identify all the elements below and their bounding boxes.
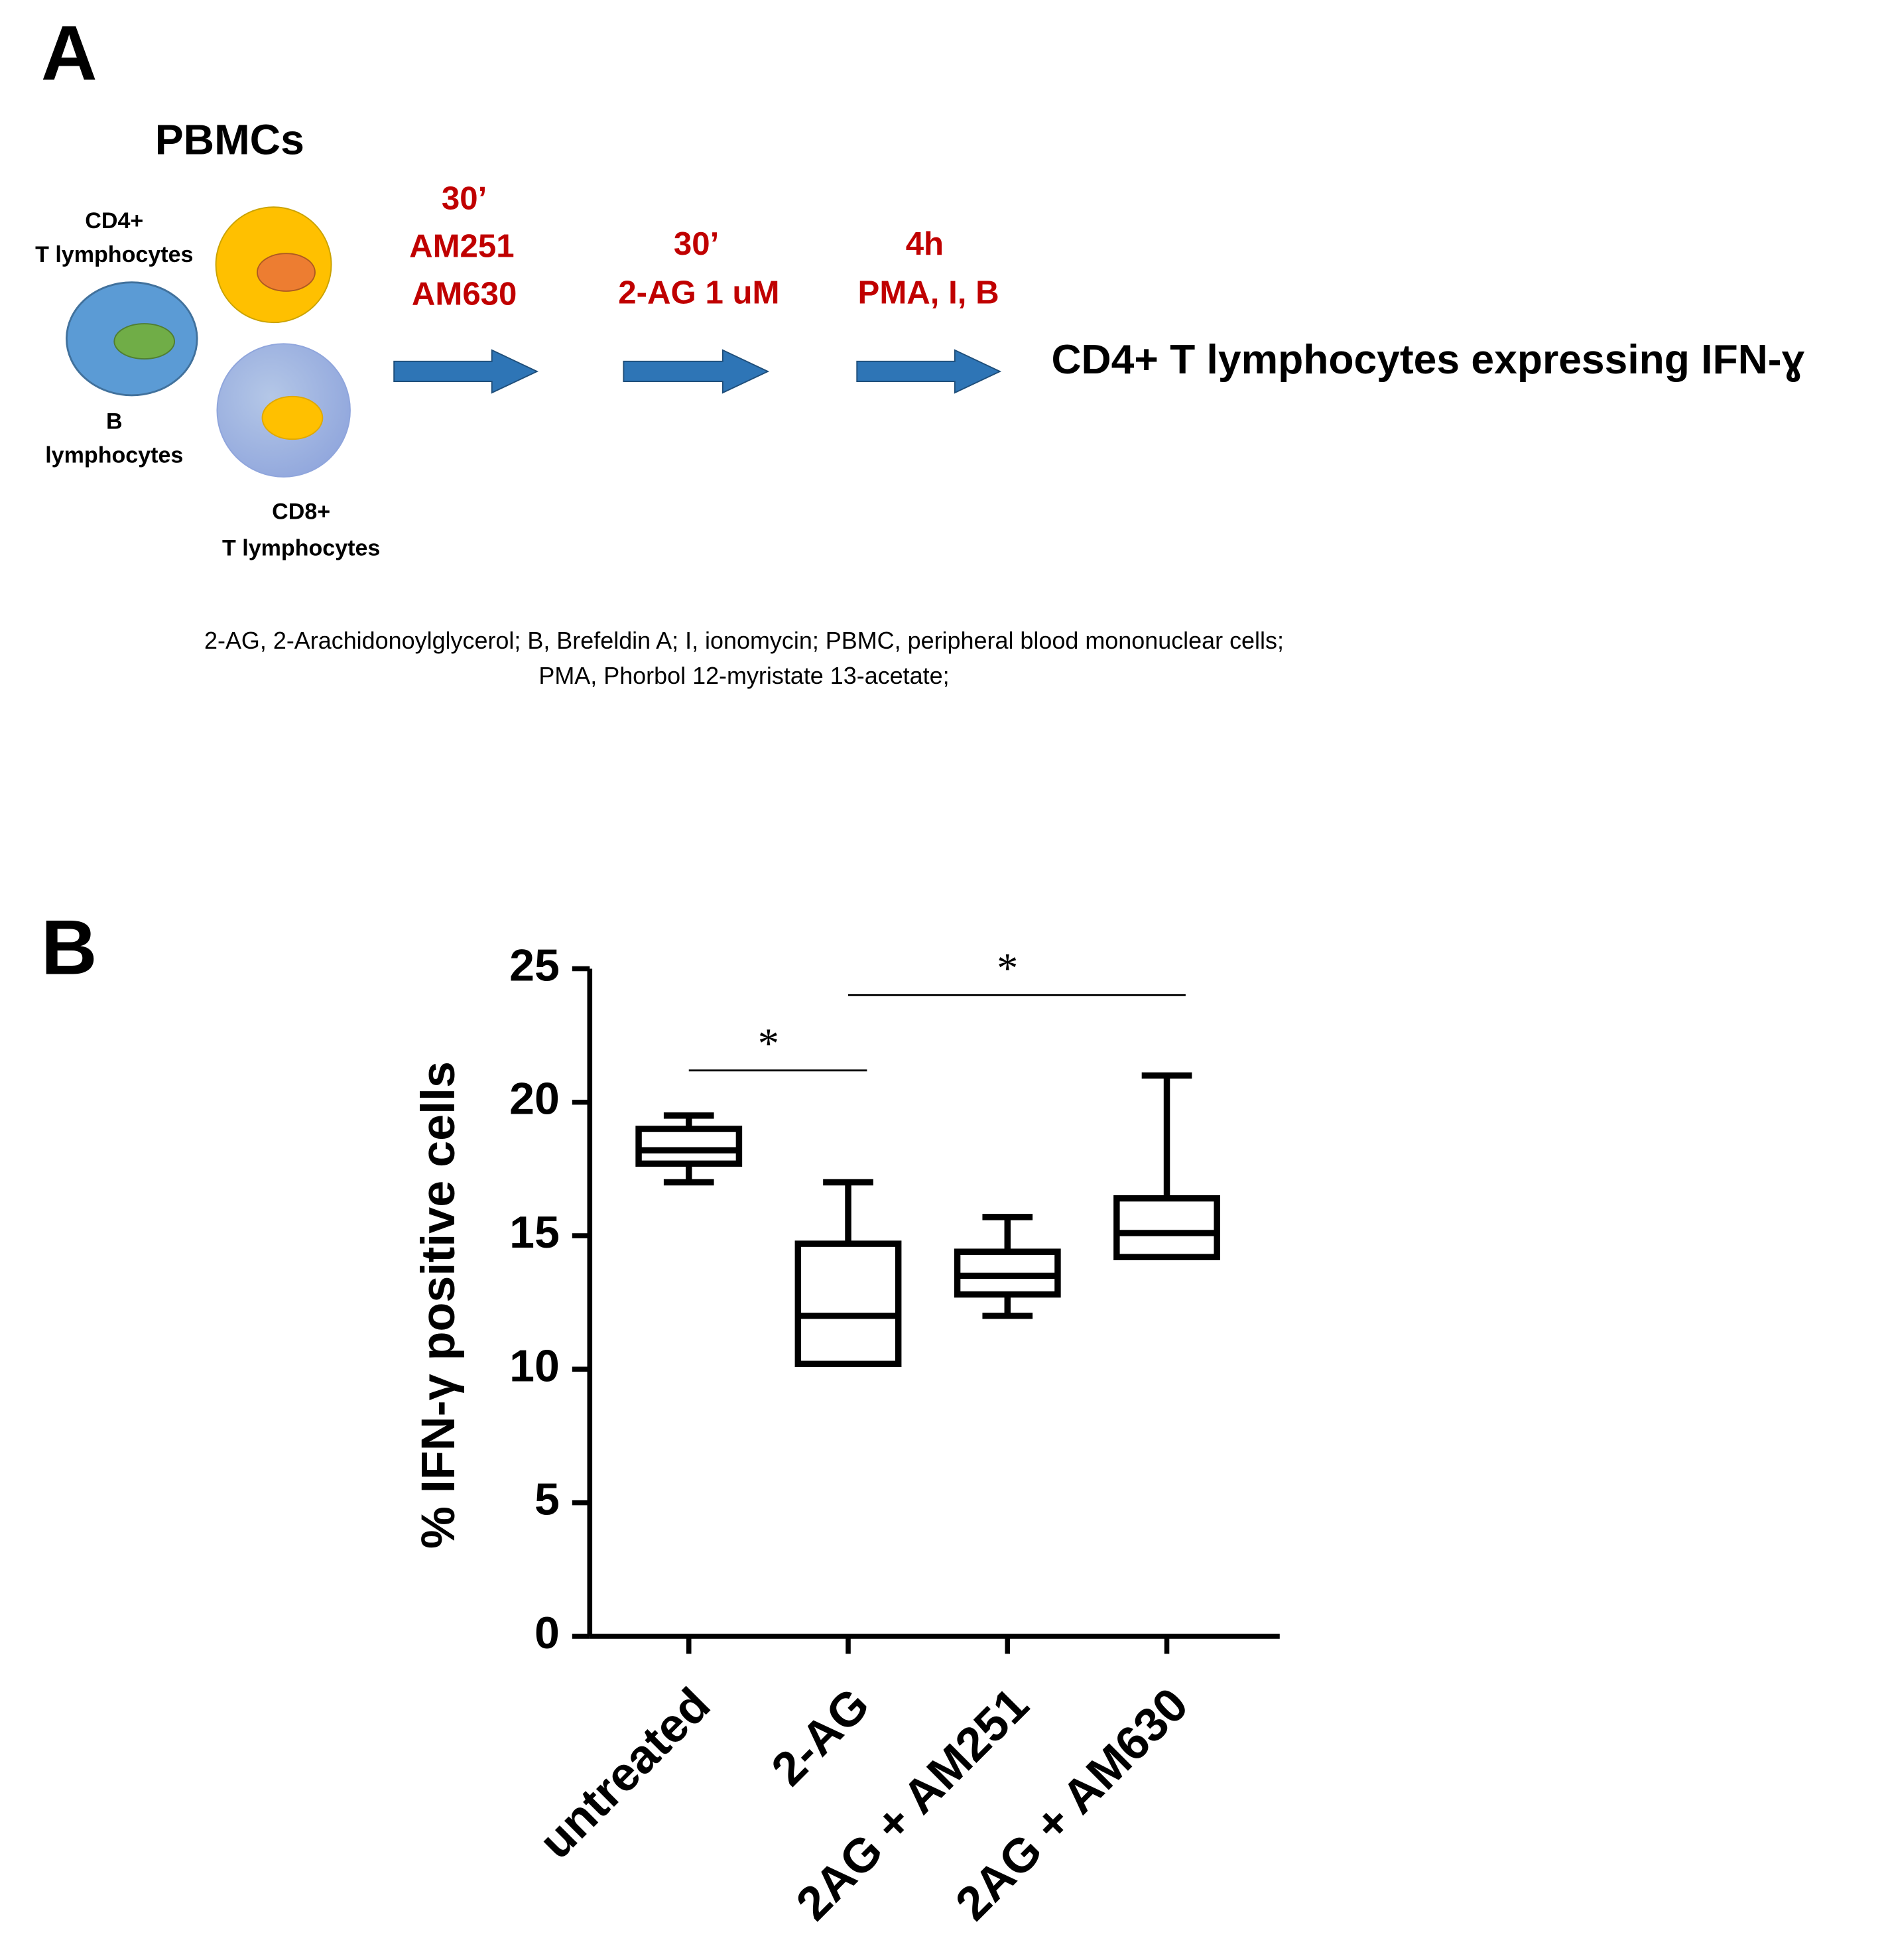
significance-label: * xyxy=(997,945,1018,992)
nucleus xyxy=(113,323,176,360)
box xyxy=(1113,1195,1220,1260)
nucleus xyxy=(261,395,324,440)
step-label: 30’ xyxy=(442,180,487,217)
box xyxy=(635,1126,743,1167)
step-label: AM630 xyxy=(412,275,517,312)
x-tick-label: untreated xyxy=(529,1678,720,1869)
x-tick-label: 2-AG xyxy=(761,1678,879,1796)
step-label: 2-AG 1 uM xyxy=(618,275,779,311)
outcome: CD4+ T lymphocytes expressing IFN-ɣ xyxy=(1051,336,1804,383)
cell-label: CD8+ xyxy=(272,499,330,525)
step-label: 30’ xyxy=(674,226,719,262)
step-label: 4h xyxy=(906,226,944,262)
cell-label: B xyxy=(106,409,123,434)
arrow xyxy=(393,349,539,394)
y-tick-label: 20 xyxy=(509,1074,560,1124)
cell-label: T lymphocytes xyxy=(35,242,193,267)
y-axis-label: % IFN-γ positive cells xyxy=(412,1061,465,1549)
panel-label: B xyxy=(41,904,97,991)
diagram-title: PBMCs xyxy=(155,116,304,164)
step-label: PMA, I, B xyxy=(858,275,999,311)
step-label: AM251 xyxy=(409,228,515,265)
nucleus xyxy=(257,253,316,292)
y-tick-label: 10 xyxy=(509,1340,560,1391)
cell-label: T lymphocytes xyxy=(222,536,380,561)
footnote: 2-AG, 2-Arachidonoylglycerol; B, Brefeld… xyxy=(204,627,1284,654)
y-tick-label: 15 xyxy=(509,1207,560,1258)
cell-label: lymphocytes xyxy=(45,443,183,468)
footnote: PMA, Phorbol 12-myristate 13-acetate; xyxy=(538,662,949,689)
arrow xyxy=(856,349,1002,394)
box xyxy=(794,1240,902,1368)
cell-label: CD4+ xyxy=(85,208,143,233)
y-tick-label: 5 xyxy=(534,1474,560,1525)
panel-label: A xyxy=(41,9,97,96)
arrow xyxy=(623,349,770,394)
y-tick-label: 25 xyxy=(509,940,560,990)
y-tick-label: 0 xyxy=(534,1608,560,1658)
significance-label: * xyxy=(758,1019,779,1067)
